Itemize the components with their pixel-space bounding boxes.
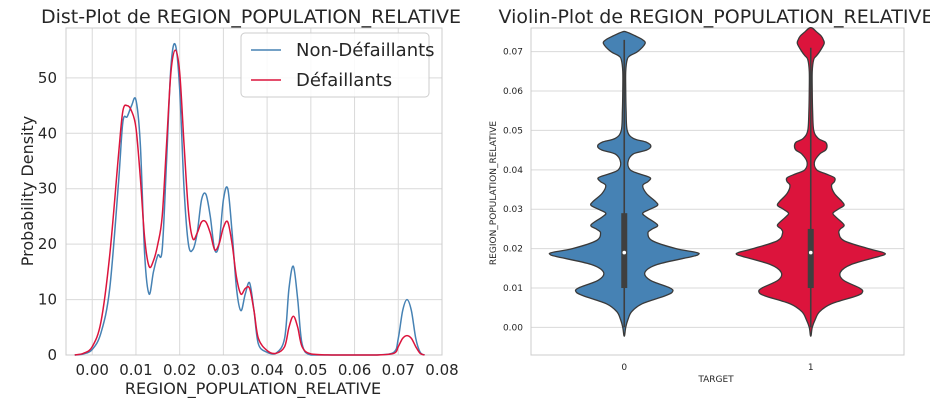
legend-label-defaillants: Défaillants: [296, 70, 392, 91]
violin-plot-ytick-label: 0.00: [503, 323, 523, 333]
dist-plot-ytick-label: 30: [38, 180, 57, 198]
dist-plot-ytick-label: 40: [38, 124, 57, 142]
violin-plot-ytick-label: 0.05: [503, 126, 523, 136]
dist-plot-title: Dist-Plot de REGION_POPULATION_RELATIVE: [41, 6, 461, 28]
dist-plot-xtick-label: 0.07: [382, 361, 415, 379]
violin-plot-xtick-label: 0: [621, 363, 627, 373]
violin-plot-ytick-label: 0.07: [503, 48, 523, 58]
violin-plot-ylabel: REGION_POPULATION_RELATIVE: [489, 121, 499, 265]
violin-target-1-median-dot: [808, 250, 813, 255]
series-line-defaillants: [74, 49, 425, 356]
violin-target-0-median-dot: [622, 250, 627, 255]
violin-plot-title: Violin-Plot de REGION_POPULATION_RELATIV…: [499, 6, 930, 28]
dist-plot-ytick-label: 0: [47, 346, 57, 364]
violin-plot-ytick-label: 0.03: [503, 205, 523, 215]
violin-plot-ytick-label: 0.06: [503, 87, 523, 97]
legend-box: [240, 32, 430, 98]
dist-plot-ylabel: Probability Density: [18, 116, 37, 267]
violin-plot-xtick-label: 1: [808, 363, 814, 373]
violin-plot-ytick-label: 0.01: [503, 284, 523, 294]
violin-plot-frame: [530, 27, 905, 356]
violin-target-0-iqr-box: [621, 213, 628, 289]
dist-plot-xtick-label: 0.05: [294, 361, 327, 379]
dist-plot-xtick-label: 0.00: [76, 361, 109, 379]
violin-plot-xlabel: TARGET: [697, 375, 734, 385]
dist-plot-xtick-label: 0.01: [119, 361, 152, 379]
dist-plot-panel: 0 10 20 30 40 50 0.00 0.01 0.02 0.03 0.04 0.05 0.06…: [18, 6, 461, 399]
dist-plot-xtick-label: 0.08: [425, 361, 458, 379]
dist-plot-xtick-label: 0.04: [250, 361, 283, 379]
dist-plot-frame: [65, 27, 443, 356]
violin-plot-panel: 0.00 0.01 0.02 0.03 0.04 0.05 0.06 0.07 0 1 Viol…: [489, 6, 930, 385]
dist-plot-ytick-label: 50: [38, 69, 57, 87]
violin-target-1-iqr-box: [807, 228, 814, 289]
violin-plot-ytick-label: 0.04: [503, 166, 523, 176]
dist-plot-legend: Non-Défaillants Défaillants: [240, 32, 435, 98]
dist-plot-ytick-label: 20: [38, 235, 57, 253]
dist-plot-xtick-label: 0.02: [163, 361, 196, 379]
legend-label-non-defaillants: Non-Défaillants: [296, 40, 435, 61]
dist-plot-xtick-label: 0.03: [207, 361, 240, 379]
dist-plot-ytick-label: 10: [38, 291, 57, 309]
dist-plot-xtick-label: 0.06: [338, 361, 371, 379]
dist-plot-xlabel: REGION_POPULATION_RELATIVE: [125, 379, 381, 399]
violin-plot-ytick-label: 0.02: [503, 245, 523, 255]
